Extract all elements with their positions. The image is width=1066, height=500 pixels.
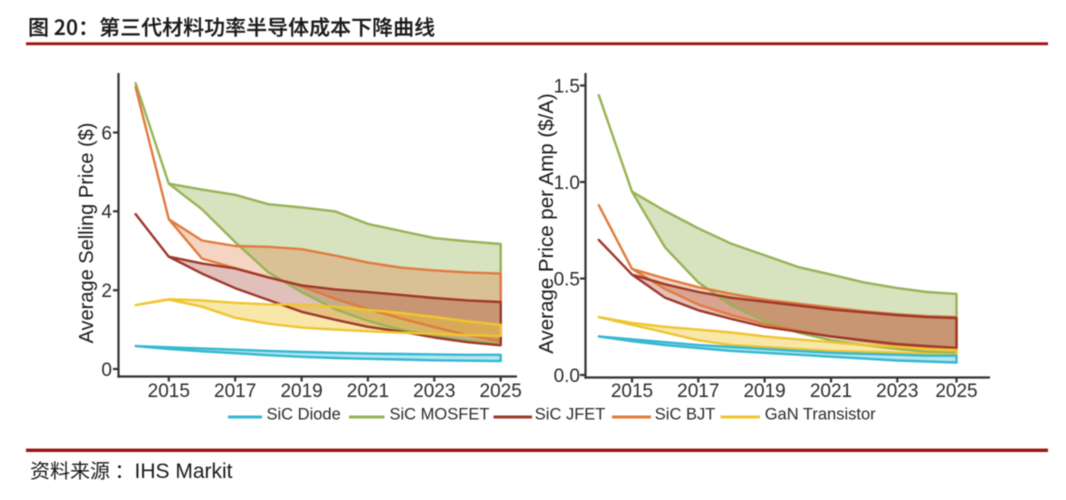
- svg-text:IHS Markit: IHS Markit: [135, 460, 233, 483]
- svg-text:GaN Transistor: GaN Transistor: [765, 406, 876, 424]
- svg-text:2019: 2019: [280, 381, 322, 402]
- svg-text:SiC JFET: SiC JFET: [535, 406, 606, 424]
- svg-text:0.5: 0.5: [554, 269, 580, 290]
- svg-text:1.5: 1.5: [554, 76, 580, 97]
- svg-text:2017: 2017: [214, 381, 256, 402]
- svg-text:SiC BJT: SiC BJT: [655, 406, 716, 424]
- svg-text:Average Selling Price ($): Average Selling Price ($): [76, 123, 98, 344]
- svg-text:2: 2: [101, 281, 112, 302]
- svg-text:2015: 2015: [611, 381, 653, 402]
- svg-text:2021: 2021: [810, 381, 852, 402]
- svg-text:2019: 2019: [743, 381, 785, 402]
- svg-text:SiC MOSFET: SiC MOSFET: [390, 406, 490, 424]
- svg-text:2023: 2023: [413, 381, 455, 402]
- svg-text:2015: 2015: [148, 381, 190, 402]
- svg-text:1.0: 1.0: [554, 173, 580, 194]
- svg-text:4: 4: [101, 202, 112, 223]
- svg-text:2021: 2021: [347, 381, 389, 402]
- svg-text:2025: 2025: [480, 381, 522, 402]
- svg-text:2017: 2017: [677, 381, 719, 402]
- svg-text:0.0: 0.0: [554, 366, 580, 387]
- svg-text:2025: 2025: [935, 381, 977, 402]
- svg-text:2023: 2023: [876, 381, 918, 402]
- svg-text:Average Price per Amp ($/A): Average Price per Amp ($/A): [535, 93, 558, 354]
- svg-text:0: 0: [101, 360, 112, 381]
- svg-text:SiC Diode: SiC Diode: [267, 406, 341, 424]
- svg-text:6: 6: [101, 123, 112, 144]
